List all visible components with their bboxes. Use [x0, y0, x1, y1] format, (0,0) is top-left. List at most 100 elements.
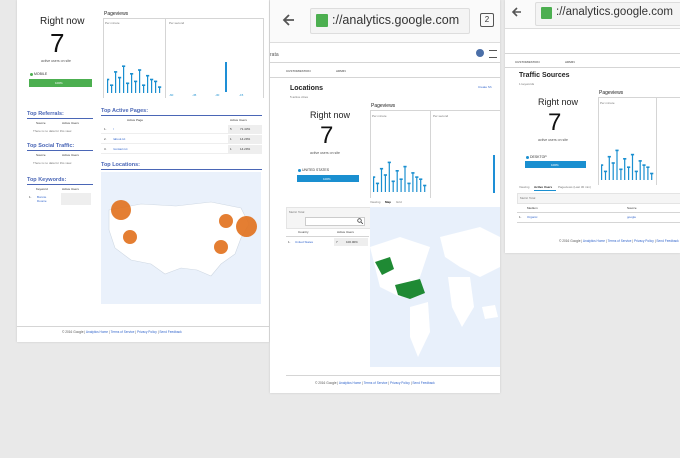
col-active-users[interactable]: Active Users: [337, 230, 354, 234]
footer-feedback[interactable]: Send Feedback: [159, 330, 182, 334]
tab-count-button[interactable]: 2: [480, 13, 494, 27]
pageviews-label: Pageviews: [599, 90, 624, 96]
sparkline-cap: [373, 176, 376, 178]
location-marker[interactable]: [214, 240, 228, 254]
sparkline-cap: [423, 184, 427, 187]
sparkline-cap: [110, 84, 114, 86]
sparkline-cap: [646, 166, 650, 168]
footer-feedback[interactable]: Send Feedback: [412, 381, 435, 385]
device-pct: 100%: [551, 163, 559, 167]
footer-copy: © 2016 Google |: [315, 381, 339, 385]
row-source[interactable]: google: [627, 215, 637, 219]
kw-row-idx: 1.: [29, 195, 32, 199]
footer-analytics-home[interactable]: Analytics Home: [582, 239, 606, 243]
view-tab-map[interactable]: Map: [385, 200, 391, 204]
page-pct: 71.43%: [240, 127, 251, 131]
device-label: DESKTOP: [529, 155, 547, 159]
address-bar[interactable]: ://analytics.google.com: [310, 8, 470, 34]
sparkline-cap: [114, 71, 118, 73]
locations-map[interactable]: [101, 172, 261, 304]
page-idx: 3.: [104, 147, 107, 151]
footer-privacy[interactable]: Privacy Policy: [136, 330, 157, 334]
address-bar[interactable]: ://analytics.google.com: [535, 2, 680, 26]
footer: © 2016 Google | Analytics Home | Terms o…: [559, 239, 679, 243]
social-col-users[interactable]: Active Users: [62, 153, 79, 157]
active-user-count: 7: [320, 122, 334, 149]
analytics-panel-right: ://analytics.google.com CUSTOMIZATION AD…: [505, 0, 680, 253]
location-marker[interactable]: [123, 230, 137, 244]
us-map-shape: [108, 201, 250, 277]
row-users: 7: [336, 240, 338, 244]
per-minute-chart: [373, 161, 427, 192]
tab-customization[interactable]: CUSTOMIZATION: [515, 60, 540, 64]
right-now-label: Right now: [538, 97, 579, 107]
sparkline-bar: [416, 177, 418, 192]
row-idx: 1.: [288, 240, 291, 244]
sparkline-bar: [635, 171, 637, 180]
row-medium[interactable]: Organic: [527, 215, 538, 219]
page-users: 1: [230, 147, 232, 151]
view-tab-active-users[interactable]: Active Users: [534, 185, 553, 189]
sparkline-bar: [643, 165, 645, 180]
footer-analytics-home[interactable]: Analytics Home: [338, 381, 362, 385]
active-user-count: 7: [548, 109, 562, 136]
sparkline-cap: [642, 164, 646, 166]
tick-minus45: -45: [192, 93, 197, 97]
location-marker[interactable]: [111, 200, 131, 220]
per-minute-label: Per minute: [600, 101, 615, 105]
account-icon[interactable]: [476, 49, 484, 57]
search-icon[interactable]: [357, 218, 363, 224]
sparkline-bar: [601, 165, 603, 180]
footer-terms[interactable]: Terms of Service: [110, 330, 135, 334]
metric-label: Metric Total: [289, 210, 305, 214]
back-arrow-icon[interactable]: [511, 6, 523, 18]
location-marker[interactable]: [219, 214, 233, 228]
kw-col-users[interactable]: Active Users: [62, 187, 79, 191]
tab-admin[interactable]: ADMIN: [336, 69, 346, 73]
right-now-label: Right now: [310, 110, 351, 120]
sparkline-bar: [147, 75, 149, 93]
sparkline-cap: [122, 65, 126, 67]
pageviews-label: Pageviews: [104, 11, 129, 17]
device-pct: 100%: [323, 177, 331, 181]
metric-search-input[interactable]: [305, 217, 365, 226]
url-text[interactable]: ://analytics.google.com: [332, 13, 460, 27]
location-marker[interactable]: [236, 216, 257, 237]
ref-col-users[interactable]: Active Users: [62, 121, 79, 125]
world-map[interactable]: [370, 207, 500, 367]
page-pct: 14.29%: [240, 137, 251, 141]
menu-icon[interactable]: [489, 50, 497, 58]
kw-row-keyword[interactable]: Bonnie Doonie: [37, 195, 47, 203]
sparkline-cap: [411, 172, 415, 174]
row-country[interactable]: United States: [295, 240, 314, 244]
page-path[interactable]: /contact.txt: [113, 147, 128, 151]
page-path[interactable]: /: [113, 127, 114, 131]
tab-customization[interactable]: CUSTOMIZATION: [286, 69, 311, 73]
tab-admin[interactable]: ADMIN: [565, 60, 575, 64]
sparkline-bar: [107, 79, 109, 93]
create-shortcut-link[interactable]: Create Sh: [478, 85, 492, 89]
sparkline-bar: [608, 156, 610, 180]
sparkline-cap: [383, 174, 387, 176]
footer-analytics-home[interactable]: Analytics Home: [85, 330, 109, 334]
footer-terms[interactable]: Terms of Service: [363, 381, 388, 385]
view-tab-grid[interactable]: Grid: [396, 200, 402, 204]
footer-privacy[interactable]: Privacy Policy: [633, 239, 654, 243]
url-text[interactable]: ://analytics.google.com: [556, 6, 673, 18]
sparkline-cap: [407, 182, 411, 185]
sparkline-cap: [126, 82, 130, 85]
footer-privacy[interactable]: Privacy Policy: [389, 381, 410, 385]
sparkline-bar: [612, 163, 614, 180]
pages-col-users[interactable]: Active Users: [230, 118, 247, 122]
footer-feedback[interactable]: Send Feedback: [656, 239, 679, 243]
view-tab-pageviews[interactable]: Pageviews (Last 30 min): [558, 185, 591, 189]
page-path[interactable]: /about.txt: [113, 137, 126, 141]
sparkline-cap: [391, 180, 395, 183]
account-label[interactable]: rata: [270, 52, 279, 58]
back-arrow-icon[interactable]: [282, 13, 296, 27]
footer-terms[interactable]: Terms of Service: [607, 239, 632, 243]
sparkline-cap: [415, 176, 419, 178]
per-minute-chart: [601, 149, 654, 180]
device-progress-bar: 100%: [297, 175, 359, 182]
active-user-count: 7: [50, 28, 65, 58]
